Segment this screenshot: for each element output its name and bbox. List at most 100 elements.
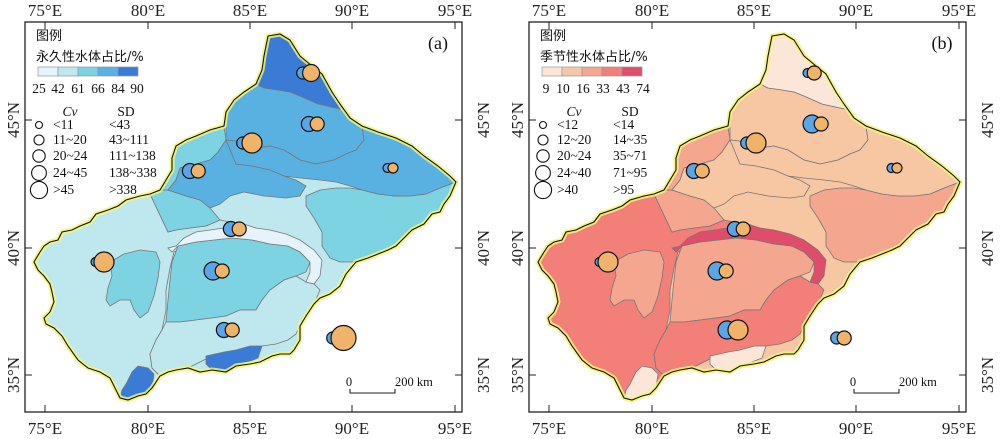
legend-size-circle — [31, 165, 47, 181]
sd-class-label: 35~71 — [613, 148, 647, 163]
station-marker — [203, 261, 230, 281]
stations — [594, 65, 903, 346]
legend-break-label: 9 — [543, 81, 550, 96]
scale-start: 0 — [850, 375, 856, 389]
cv-class-label: >45 — [53, 182, 74, 197]
sd-circle — [302, 63, 321, 83]
sd-class-label: 43~111 — [109, 132, 149, 147]
legend-heading: 图例 — [540, 29, 566, 44]
station-marker — [726, 220, 751, 238]
legend-size-circle — [533, 180, 553, 200]
legend-size-circle — [537, 134, 549, 146]
legend-break-label: 16 — [576, 81, 590, 96]
legend-break-label: 61 — [71, 81, 85, 96]
lon-label-top: 85°E — [737, 1, 771, 20]
lat-label-right: 40°N — [474, 230, 493, 266]
sd-class-label: <14 — [613, 117, 634, 132]
legend-size-circle — [536, 149, 550, 163]
sd-circle — [836, 330, 852, 346]
legend-break-label: 25 — [32, 81, 46, 96]
sd-circle — [806, 65, 822, 81]
station-marker — [90, 251, 115, 273]
lon-label-bottom: 90°E — [335, 419, 369, 438]
legend-size-circle — [33, 134, 45, 146]
cv-header: Cv — [63, 104, 78, 119]
station-marker — [740, 132, 767, 154]
sd-header: SD — [621, 104, 639, 119]
legend-size-circle — [34, 120, 44, 130]
lon-label-bottom: 75°E — [28, 419, 62, 438]
lon-label-top: 90°E — [839, 1, 873, 20]
cv-header: Cv — [567, 104, 582, 119]
sd-class-label: 71~95 — [613, 165, 648, 180]
station-marker — [717, 319, 749, 341]
cv-class-label: <12 — [557, 117, 578, 132]
scale-line — [853, 389, 900, 394]
lat-label-left: 35°N — [508, 357, 527, 393]
station-marker — [707, 261, 734, 281]
sd-circle — [745, 132, 767, 154]
sd-class-label: 14~35 — [613, 132, 648, 147]
stations — [90, 63, 399, 352]
cv-class-label: <11 — [53, 117, 74, 132]
legend-heading: 图例 — [36, 29, 62, 44]
sd-circle — [309, 116, 325, 132]
lon-label-top: 75°E — [532, 1, 566, 20]
panel-label: (b) — [932, 33, 953, 54]
sd-circle — [214, 263, 230, 279]
lon-label-top: 95°E — [942, 1, 976, 20]
station-marker — [685, 162, 710, 180]
legend-break-label: 66 — [91, 81, 105, 96]
sd-class-label: 111~138 — [109, 148, 156, 163]
lon-label-bottom: 80°E — [635, 419, 669, 438]
scale-end: 200 km — [899, 375, 937, 389]
lon-label-bottom: 85°E — [233, 419, 267, 438]
legend-swatch — [581, 66, 603, 77]
cv-class-label: 20~24 — [557, 148, 592, 163]
lat-label-right: 45°N — [474, 102, 493, 138]
legend-swatch — [77, 66, 99, 77]
legend-break-label: 90 — [130, 81, 144, 96]
scale-start: 0 — [346, 375, 352, 389]
lon-label-top: 85°E — [233, 1, 267, 20]
scale-bar: 0 200 km — [346, 375, 433, 394]
panel-label: (a) — [428, 33, 448, 54]
station-marker — [300, 115, 325, 133]
cv-class-label: 20~24 — [53, 148, 88, 163]
lon-label-bottom: 80°E — [131, 419, 165, 438]
sd-header: SD — [117, 104, 135, 119]
legend-swatch — [621, 66, 643, 77]
map-frame — [24, 21, 463, 413]
sd-circle — [93, 251, 115, 273]
station-marker — [222, 220, 247, 238]
station-marker — [802, 114, 829, 134]
sd-class-label: >95 — [613, 182, 634, 197]
legend-title: 季节性水体占比/% — [540, 50, 648, 65]
lon-label-top: 90°E — [335, 1, 369, 20]
lat-label-left: 35°N — [4, 357, 23, 393]
scale-line — [349, 389, 396, 394]
station-marker — [802, 65, 822, 81]
map-frame — [528, 21, 967, 413]
legend-size-circle — [535, 165, 551, 181]
cv-class-label: 24~40 — [557, 165, 592, 180]
station-marker — [215, 321, 240, 339]
lat-label-right: 40°N — [978, 230, 997, 266]
map-panel-b: 75°E 75°E 80°E 80°E 85°E 85°E 90°E 90°E 95°E 95°E… — [508, 1, 997, 438]
legend-swatch — [601, 66, 623, 77]
lon-label-bottom: 75°E — [532, 419, 566, 438]
cv-class-label: 24~45 — [53, 165, 88, 180]
lat-label-right: 35°N — [978, 357, 997, 393]
station-marker — [382, 162, 399, 174]
station-marker — [830, 330, 852, 346]
map-panel-a: 75°E 75°E 80°E 80°E 85°E 85°E 90°E 90°E 95°E 95°E… — [4, 1, 493, 438]
sd-circle — [224, 322, 240, 338]
legend-swatch — [57, 66, 79, 77]
lon-label-bottom: 90°E — [839, 419, 873, 438]
sd-circle — [387, 162, 399, 174]
sd-circle — [891, 162, 903, 174]
station-marker — [594, 251, 619, 273]
sd-circle — [190, 163, 206, 179]
